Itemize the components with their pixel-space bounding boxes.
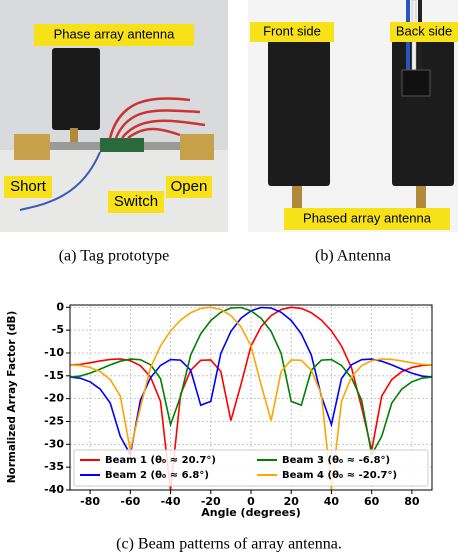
x-tick-label: -60 [120, 495, 140, 508]
y-tick-label: -25 [44, 414, 64, 427]
label: Back side [396, 23, 452, 38]
y-tick-label: -30 [44, 437, 64, 450]
label: Switch [114, 193, 158, 210]
y-tick-label: -10 [44, 346, 64, 359]
x-axis-label: Angle (degrees) [201, 506, 300, 519]
legend-label: Beam 4 (θ₀ ≈ -20.7°) [282, 470, 397, 481]
legend-label: Beam 1 (θ₀ ≈ 20.7°) [105, 455, 216, 466]
legend-label: Beam 3 (θ₀ ≈ -6.8°) [282, 455, 390, 466]
y-tick-label: 0 [56, 300, 64, 313]
label: Open [171, 178, 208, 195]
label: Front side [263, 23, 321, 38]
x-tick-label: -40 [161, 495, 181, 508]
x-tick-label: 60 [364, 495, 380, 508]
y-axis-label: Normalized Array Factor (dB) [6, 311, 18, 484]
label: Short [10, 178, 47, 195]
x-tick-label: 80 [404, 495, 420, 508]
label: Phase array antenna [54, 26, 175, 41]
caption: (a) Tag prototype [59, 248, 170, 265]
x-tick-label: -80 [80, 495, 100, 508]
caption: (b) Antenna [315, 248, 391, 265]
y-tick-label: -5 [52, 323, 64, 336]
y-tick-label: -40 [44, 483, 64, 496]
x-tick-label: 40 [324, 495, 340, 508]
figure: Phase array antenna Short Switch Open (a… [0, 0, 458, 560]
y-tick-label: -20 [44, 392, 64, 405]
y-tick-label: -15 [44, 369, 64, 382]
legend-label: Beam 2 (θ₀ ≈ 6.8°) [105, 470, 209, 481]
label: Phased array antenna [303, 210, 432, 225]
y-tick-label: -35 [44, 460, 64, 473]
caption: (c) Beam patterns of array antenna. [116, 536, 342, 553]
